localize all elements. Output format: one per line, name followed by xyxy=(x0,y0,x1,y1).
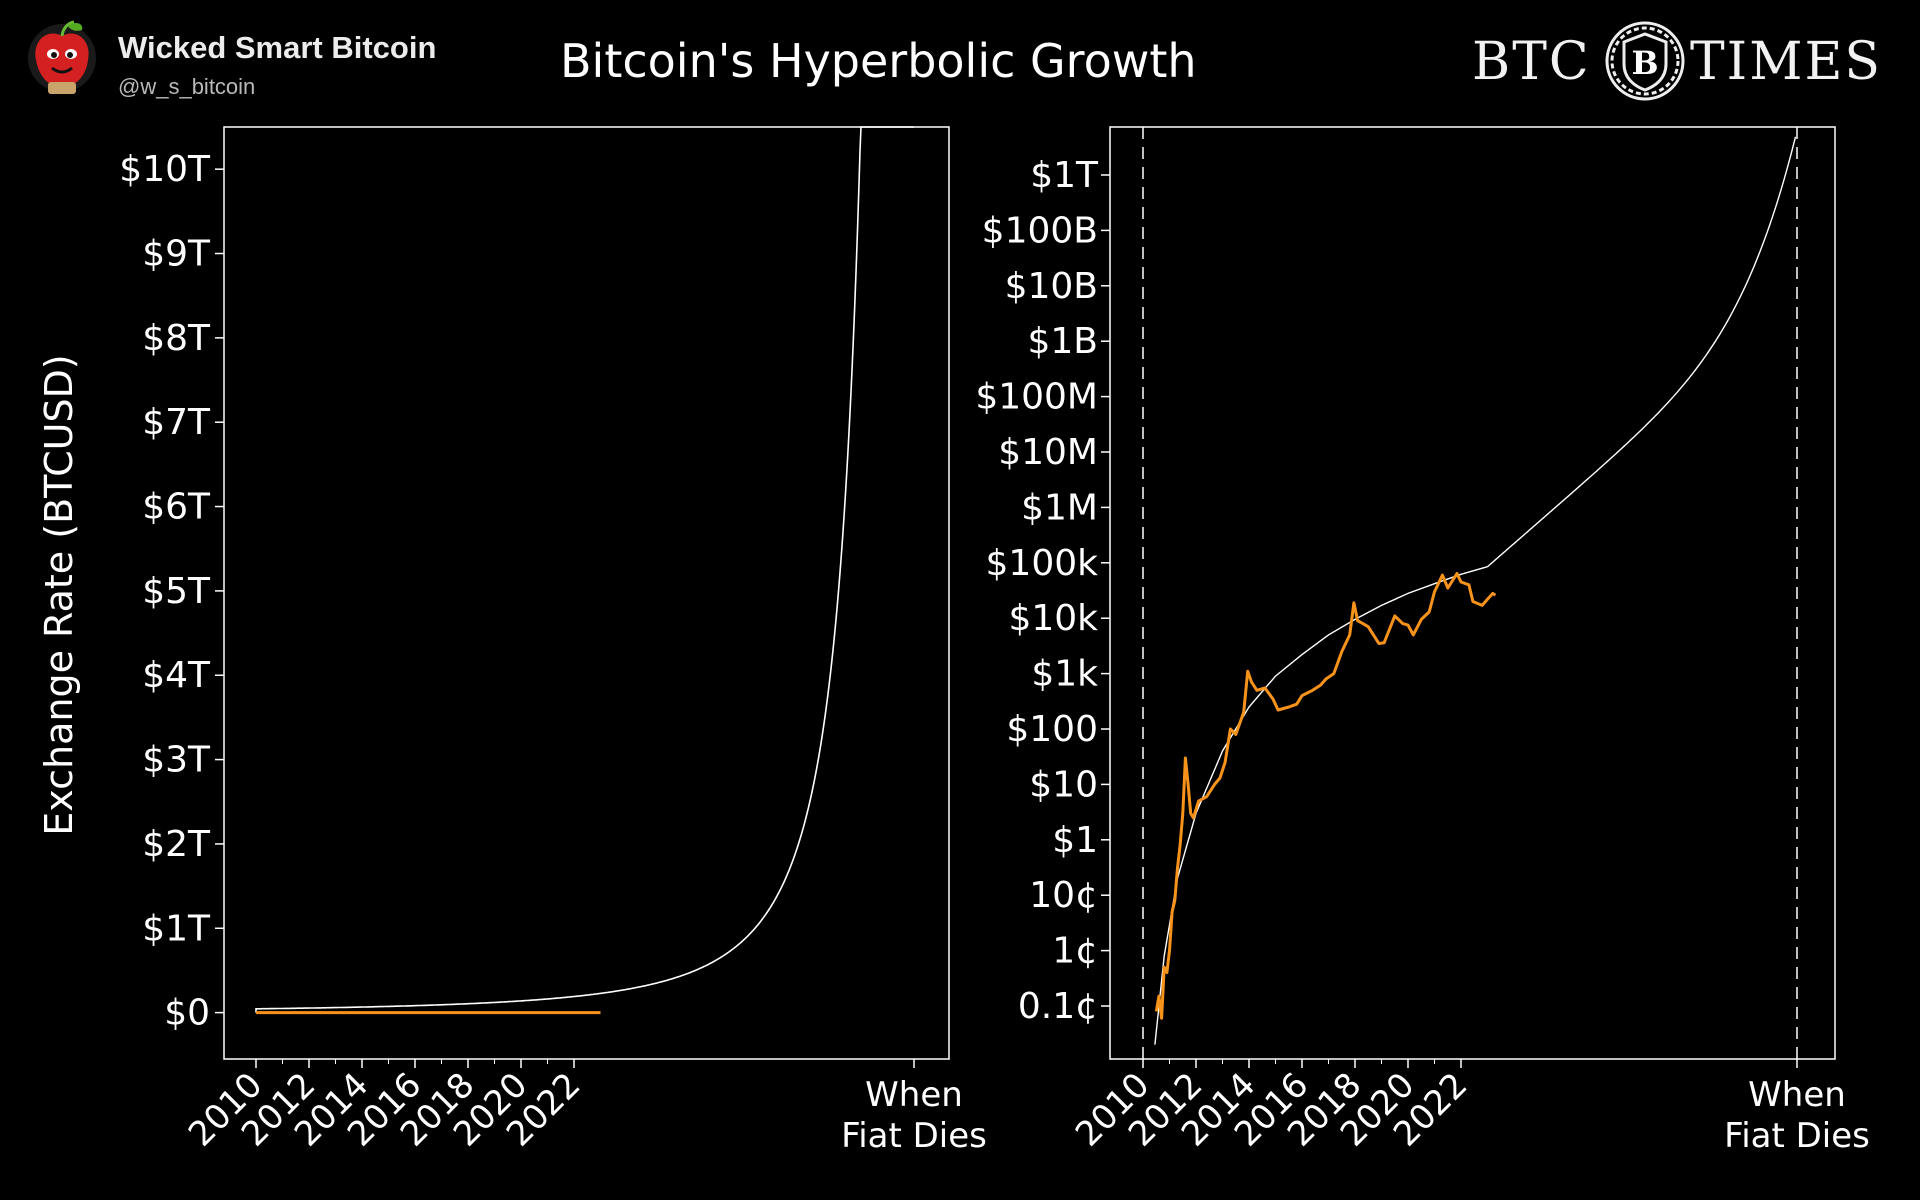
model-curve xyxy=(255,126,914,1013)
y-tick-label: $100M xyxy=(975,377,1098,418)
brand-left-text: BTC xyxy=(1472,32,1591,92)
model-curve-extension xyxy=(1487,136,1797,568)
y-tick-label: $5T xyxy=(142,571,211,612)
y-tick-label: $1k xyxy=(1031,654,1098,695)
y-tick-label: 1¢ xyxy=(1052,931,1098,972)
log-chart: 0.1¢ 1¢ 10¢ $1 $10 $100 $1k $10k $100k $1M $10M $10… xyxy=(975,126,1870,1156)
y-tick-label: $0 xyxy=(164,993,210,1034)
y-tick-label: $10 xyxy=(1029,764,1098,805)
y-tick-label: $100B xyxy=(982,210,1098,251)
y-tick-label: $10M xyxy=(998,432,1098,473)
header: Wicked Smart Bitcoin @w_s_bitcoin Bitcoi… xyxy=(0,0,1920,120)
y-tick-label: $1B xyxy=(1027,321,1098,362)
y-tick-label: $1T xyxy=(1030,155,1099,196)
y-tick-label: $7T xyxy=(142,402,211,443)
y-tick-label: 0.1¢ xyxy=(1018,986,1098,1027)
left-series xyxy=(255,126,914,1015)
y-tick-label: $100k xyxy=(986,543,1099,584)
model-curve xyxy=(1154,566,1488,1045)
y-tick-label: $9T xyxy=(142,234,211,275)
right-plot-frame xyxy=(1109,126,1836,1060)
right-y-ticks: 0.1¢ 1¢ 10¢ $1 $10 $100 $1k $10k $100k $1M $10M $10… xyxy=(975,155,1110,1027)
brand-logo: BTC B TIMES xyxy=(1470,18,1890,108)
y-tick-label: 10¢ xyxy=(1029,875,1098,916)
y-tick-label: $1 xyxy=(1052,820,1098,861)
y-tick-label: $3T xyxy=(142,740,211,781)
y-axis-label: Exchange Rate (BTCUSD) xyxy=(37,354,81,835)
y-tick-label: $1M xyxy=(1021,487,1098,528)
x-tick-label: When Fiat Dies xyxy=(841,1075,987,1156)
account-handle: @w_s_bitcoin xyxy=(118,74,256,99)
y-tick-label: $2T xyxy=(142,824,211,865)
y-tick-label: $10B xyxy=(1005,266,1098,307)
left-plot-frame xyxy=(223,126,950,1060)
y-tick-label: $10T xyxy=(119,149,211,190)
left-y-ticks: $0 $1T $2T $3T $4T $5T $6T $7T $8T $9T $10T xyxy=(119,149,224,1034)
y-tick-label: $1T xyxy=(142,908,211,949)
apple-avatar-icon xyxy=(28,20,96,94)
chart-title: Bitcoin's Hyperbolic Growth xyxy=(560,34,1197,88)
x-tick-label: When Fiat Dies xyxy=(1724,1075,1870,1156)
account-name: Wicked Smart Bitcoin xyxy=(118,30,437,65)
y-tick-label: $100 xyxy=(1006,709,1098,750)
right-series xyxy=(1154,136,1797,1045)
y-tick-label: $8T xyxy=(142,318,211,359)
price-series xyxy=(1154,572,1497,1020)
y-tick-label: $4T xyxy=(142,655,211,696)
brand-right-text: TIMES xyxy=(1690,32,1883,92)
y-tick-label: $10k xyxy=(1008,598,1098,639)
y-tick-label: $6T xyxy=(142,487,211,528)
seal-letter: B xyxy=(1631,44,1658,82)
bitcoin-seal-icon: B xyxy=(1605,21,1685,101)
linear-chart: $0 $1T $2T $3T $4T $5T $6T $7T $8T $9T $10T 201020… xyxy=(119,126,987,1156)
